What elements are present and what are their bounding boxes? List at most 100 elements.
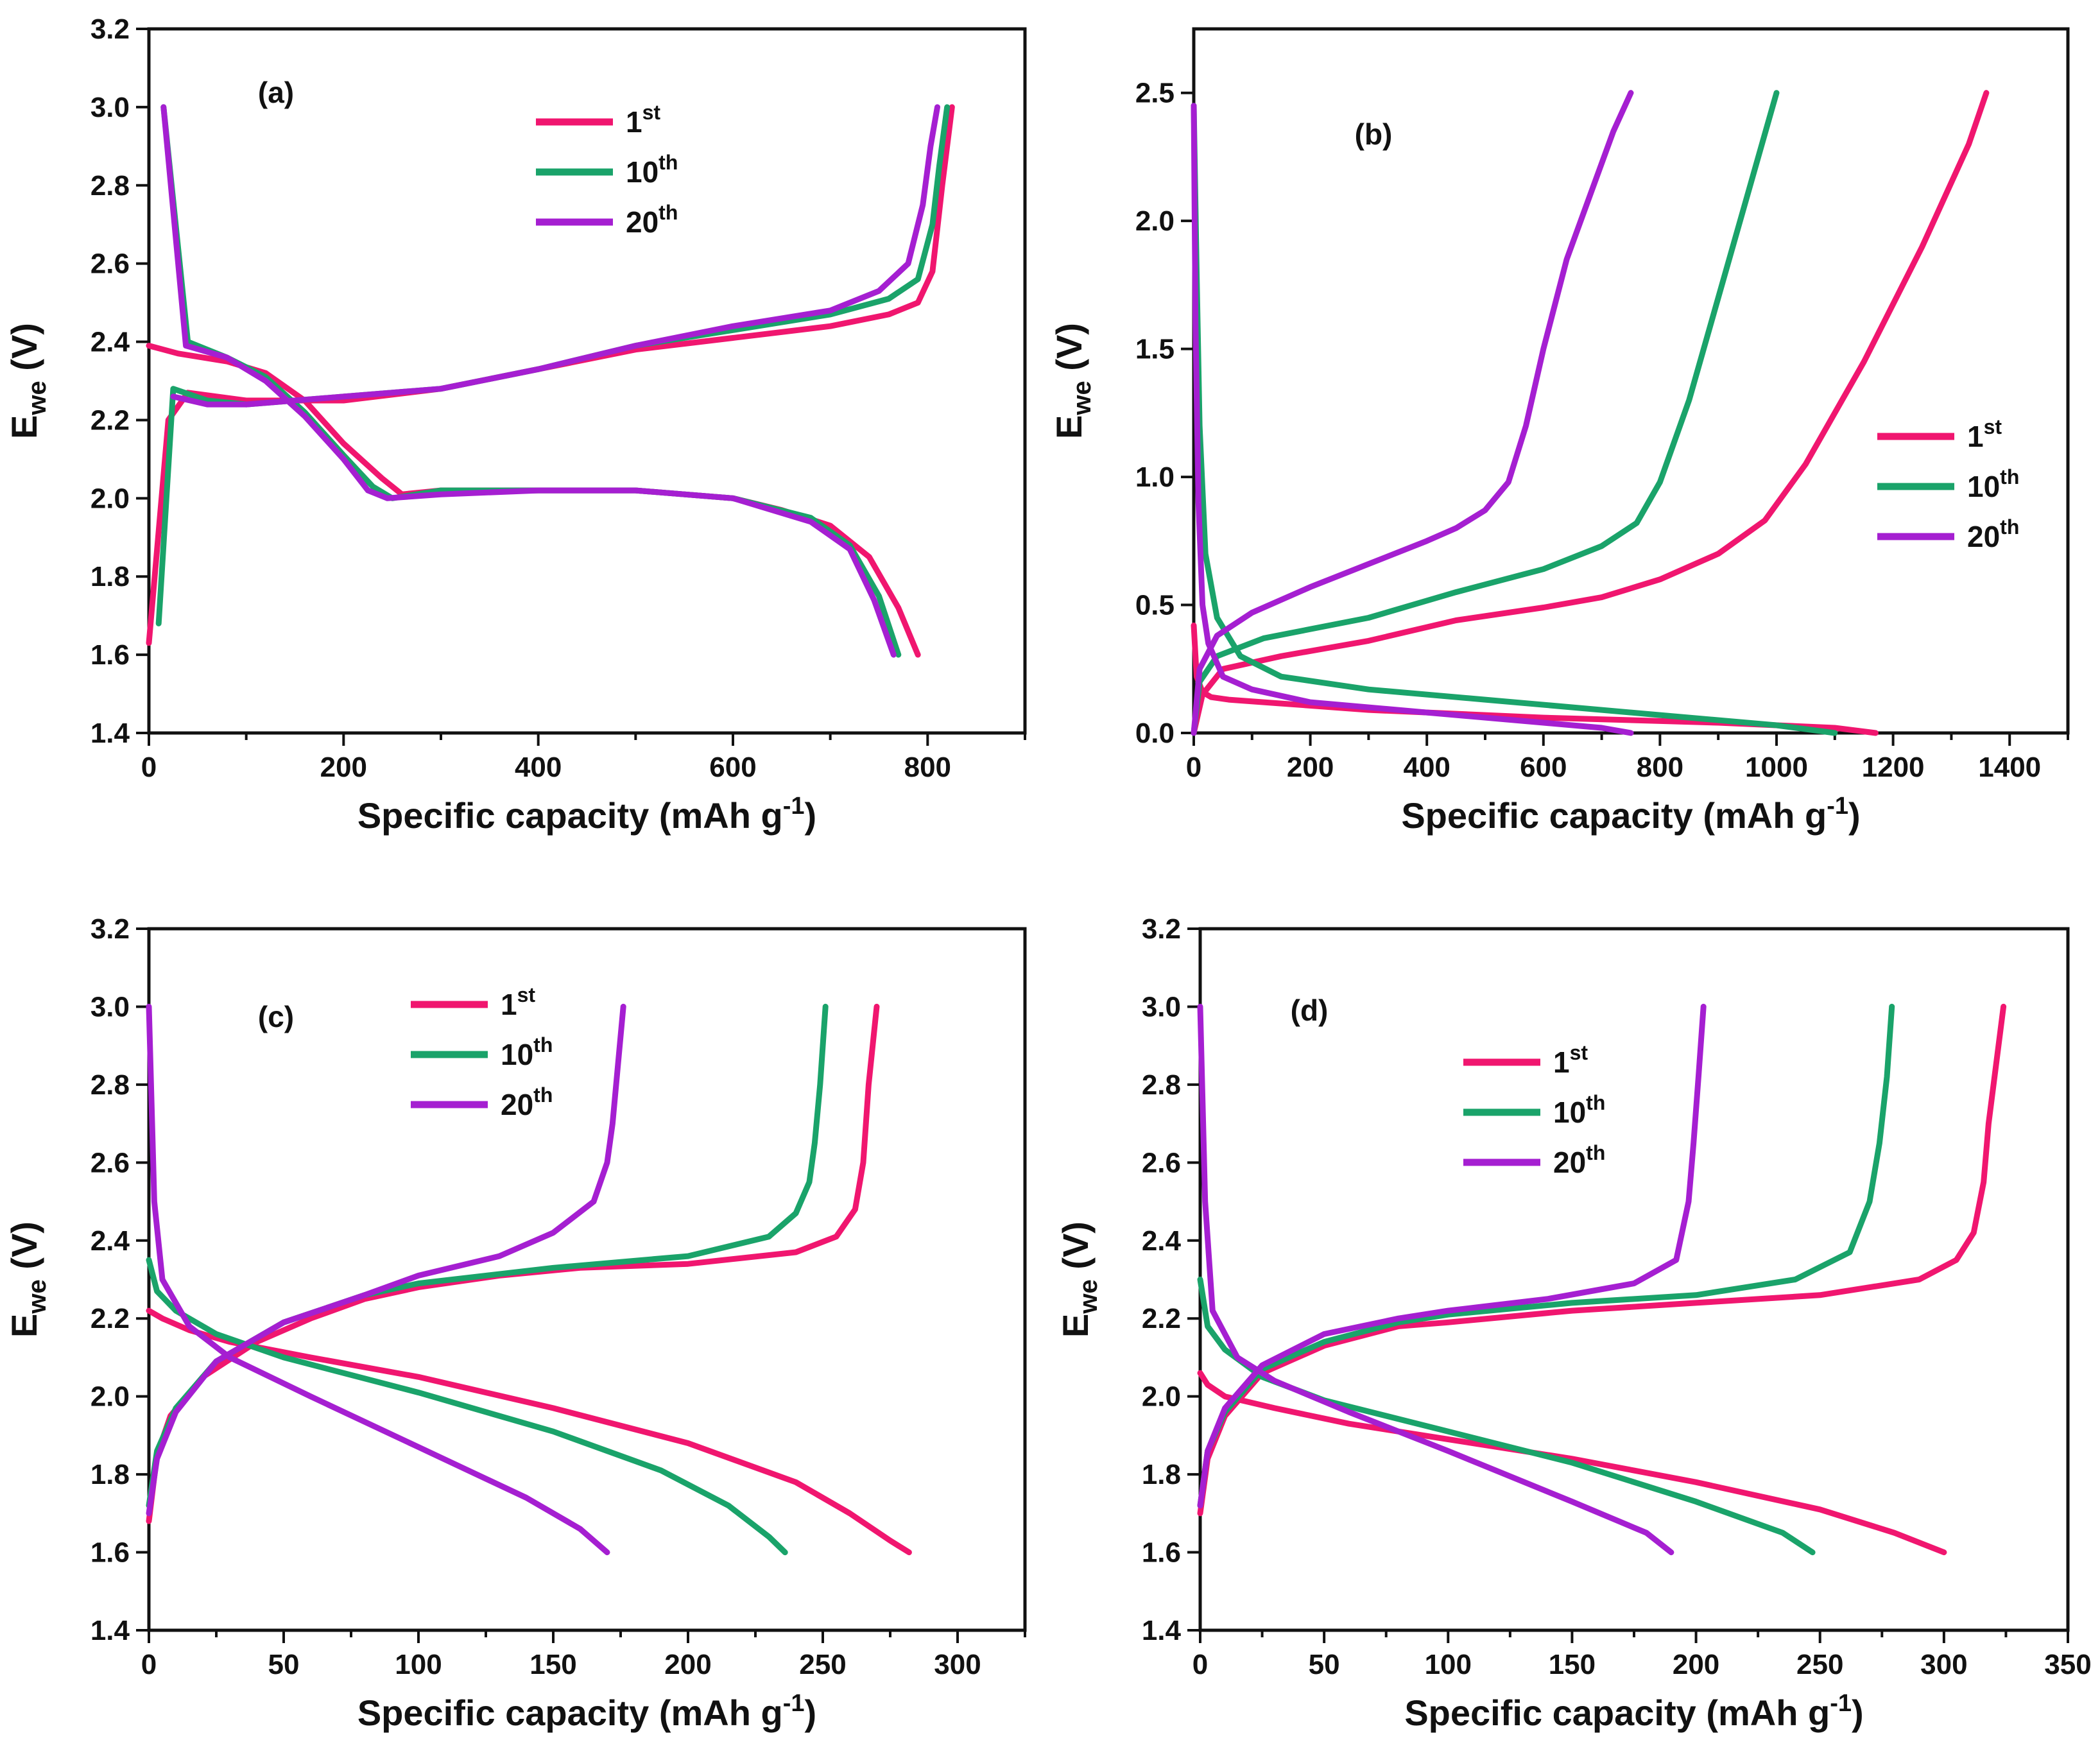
x-tick-label: 1400 [1978, 752, 2041, 783]
panel-tag: (a) [258, 76, 294, 109]
series-20th-curve-discharge [160, 104, 897, 658]
y-tick-label: 3.0 [1142, 991, 1181, 1022]
y-tick-label: 1.8 [90, 1459, 130, 1490]
legend-label-1st: 1st [1967, 415, 2002, 453]
y-axis-label: Ewe (V) [1049, 323, 1096, 439]
panel-tag: (d) [1291, 994, 1329, 1027]
series-1st-curve-charge [1197, 1003, 2007, 1517]
y-tick-label: 2.6 [90, 1147, 130, 1178]
legend: 1st 10th 20th [1463, 1041, 1605, 1179]
y-axis-label: Ewe (V) [4, 1221, 51, 1338]
y-tick-label: 2.6 [90, 248, 130, 280]
y-tick-label: 3.2 [90, 913, 130, 945]
x-tick-label: 150 [1549, 1649, 1596, 1680]
y-tick-label: 1.5 [1135, 334, 1175, 365]
legend-label-1st: 1st [501, 983, 535, 1021]
y-tick-label: 1.6 [90, 639, 130, 671]
legend: 1st 10th 20th [1877, 415, 2019, 553]
chart-panel-d: 0 50 100 150 200 250 300 350 1.4 1.6 1.8 2.0 2.2 2.4 2… [1055, 913, 2092, 1733]
series-10th-curve-discharge [146, 1257, 788, 1556]
legend-label-20th: 20th [1967, 515, 2019, 553]
y-tick-label: 2.0 [1135, 205, 1175, 237]
y-axis-label: Ewe (V) [1055, 1221, 1103, 1338]
legend-label-1st: 1st [1553, 1041, 1588, 1079]
x-tick-label: 200 [1287, 752, 1334, 783]
y-tick-label: 2.0 [90, 483, 130, 514]
x-tick-label: 0 [141, 1649, 157, 1680]
y-tick-label: 3.0 [90, 92, 130, 123]
x-tick-label: 0 [1192, 1649, 1208, 1680]
series-20th-curve-discharge [1197, 1003, 1674, 1556]
legend-label-20th: 20th [626, 201, 678, 239]
x-tick-label: 200 [320, 752, 367, 783]
x-tick-label: 800 [1637, 752, 1683, 783]
x-tick-label: 800 [904, 752, 951, 783]
x-tick-label: 400 [515, 752, 562, 783]
x-tick-label: 600 [709, 752, 756, 783]
y-tick-label: 1.8 [90, 561, 130, 592]
x-tick-label: 100 [1425, 1649, 1472, 1680]
legend-label-10th: 10th [1967, 465, 2019, 503]
plot-frame [147, 927, 1027, 1632]
chart-panel-a: 0 200 400 600 800 1.4 1.6 1.8 2.0 2.2 2.4 2.6 2.8 3.0… [4, 13, 1027, 836]
plot-frame [147, 27, 1027, 735]
y-tick-label: 2.0 [90, 1381, 130, 1413]
series-20th-curve-charge [1191, 90, 1634, 736]
x-tick-label: 50 [268, 1649, 300, 1680]
y-tick-label: 1.8 [1142, 1459, 1181, 1490]
legend-label-20th: 20th [501, 1083, 553, 1121]
chart-panel-c: 0 50 100 150 200 250 300 1.4 1.6 1.8 2.0 2.2 2.4 2.6 2… [4, 913, 1027, 1733]
y-tick-label: 2.0 [1142, 1381, 1181, 1413]
series-10th-curve-discharge [1197, 1277, 1816, 1556]
y-tick-label: 1.4 [90, 718, 130, 749]
x-tick-label: 150 [529, 1649, 576, 1680]
x-tick-label: 250 [799, 1649, 846, 1680]
panel-tag: (c) [258, 1000, 294, 1033]
y-tick-label: 2.8 [1142, 1069, 1181, 1101]
series-10th-curve-charge [1191, 90, 1780, 736]
y-tick-label: 2.2 [90, 1303, 130, 1334]
legend-label-1st: 1st [626, 101, 660, 139]
panel-tag: (b) [1355, 117, 1393, 151]
y-tick-label: 1.0 [1135, 461, 1175, 493]
x-axis-label: Specific capacity (mAh g-1) [357, 1690, 816, 1733]
x-tick-label: 50 [1309, 1649, 1340, 1680]
x-tick-label: 300 [934, 1649, 981, 1680]
x-tick-label: 350 [2044, 1649, 2091, 1680]
x-tick-label: 300 [1920, 1649, 1967, 1680]
y-tick-label: 2.2 [1142, 1303, 1181, 1334]
y-tick-label: 3.2 [1142, 913, 1181, 945]
series-1st-curve-discharge [1197, 1370, 1947, 1556]
y-tick-label: 0.5 [1135, 590, 1175, 621]
y-tick-label: 2.8 [90, 170, 130, 202]
x-tick-label: 1200 [1862, 752, 1925, 783]
x-tick-label: 200 [1673, 1649, 1719, 1680]
series-1st-curve-discharge [146, 1307, 912, 1556]
series-1st-curve-charge [146, 104, 955, 646]
y-tick-label: 1.6 [90, 1537, 130, 1569]
legend: 1st 10th 20th [536, 101, 678, 239]
series-20th-curve-discharge [146, 1003, 610, 1556]
x-tick-label: 1000 [1745, 752, 1808, 783]
y-tick-label: 2.4 [90, 1225, 130, 1257]
y-axis-label: Ewe (V) [4, 323, 51, 439]
x-tick-label: 0 [1186, 752, 1201, 783]
series-20th-curve-charge [146, 1003, 626, 1517]
series-20th-curve-charge [170, 104, 940, 408]
x-tick-label: 600 [1520, 752, 1567, 783]
x-tick-label: 250 [1796, 1649, 1843, 1680]
y-tick-label: 2.6 [1142, 1147, 1181, 1178]
y-tick-label: 2.4 [1142, 1225, 1182, 1257]
legend-label-10th: 10th [1553, 1091, 1605, 1129]
x-tick-label: 400 [1403, 752, 1450, 783]
y-tick-label: 1.6 [1142, 1537, 1181, 1569]
y-tick-label: 3.2 [90, 13, 130, 45]
series-10th-curve-charge [1197, 1003, 1895, 1509]
chart-panel-b: 0 200 400 600 800 1000 1200 1400 0.0 0.5 1.0 1.5 2.0… [1049, 27, 2070, 836]
series-1st-curve-charge [146, 1003, 880, 1524]
legend-label-10th: 10th [626, 151, 678, 189]
y-tick-label: 3.0 [90, 991, 130, 1022]
y-tick-label: 1.4 [90, 1615, 130, 1646]
y-tick-label: 2.8 [90, 1069, 130, 1101]
